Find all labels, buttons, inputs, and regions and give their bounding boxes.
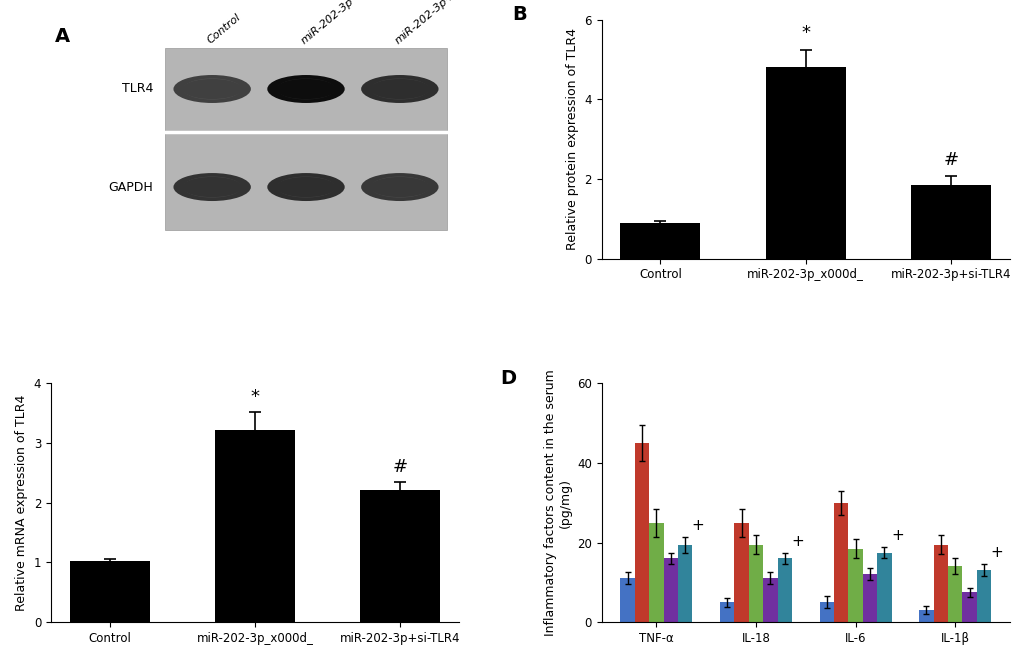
Text: TLR4: TLR4 (121, 83, 153, 96)
Bar (360, 489, 440, 622)
Ellipse shape (183, 79, 240, 100)
Bar (932, 544, 947, 622)
Y-axis label: Relative protein expression of TLR4: Relative protein expression of TLR4 (566, 28, 579, 250)
Text: A: A (55, 27, 70, 46)
Bar (947, 567, 962, 622)
Bar (765, 67, 845, 259)
Bar (719, 603, 734, 622)
Bar (69, 561, 150, 622)
Ellipse shape (173, 75, 251, 103)
Ellipse shape (201, 84, 223, 93)
Text: Control: Control (206, 12, 243, 46)
Ellipse shape (370, 177, 429, 197)
Bar (962, 592, 976, 622)
Ellipse shape (294, 84, 317, 93)
Text: GAPDH: GAPDH (108, 181, 153, 193)
Ellipse shape (371, 79, 428, 100)
Ellipse shape (388, 84, 411, 93)
Ellipse shape (361, 75, 438, 103)
Bar (215, 430, 294, 622)
Text: *: * (251, 388, 259, 406)
Text: +: + (691, 517, 704, 533)
Bar (165, 48, 446, 230)
Bar (748, 544, 762, 622)
Bar (620, 223, 700, 259)
Ellipse shape (361, 173, 438, 201)
Bar (620, 578, 634, 622)
Bar (910, 185, 990, 259)
Ellipse shape (277, 79, 334, 100)
Bar (776, 559, 791, 622)
Bar (918, 610, 932, 622)
Bar (976, 571, 990, 622)
Bar (862, 574, 876, 622)
Ellipse shape (380, 180, 419, 194)
Bar (678, 544, 692, 622)
Ellipse shape (388, 183, 411, 191)
Ellipse shape (201, 183, 223, 191)
Text: #: # (943, 151, 958, 169)
Ellipse shape (276, 79, 335, 99)
Ellipse shape (193, 180, 231, 194)
Text: miR-202-3p+si-TLR4: miR-202-3p+si-TLR4 (393, 0, 487, 46)
Ellipse shape (173, 173, 251, 201)
Bar (663, 559, 678, 622)
Bar (876, 553, 891, 622)
Ellipse shape (182, 177, 242, 197)
Ellipse shape (370, 79, 429, 99)
Ellipse shape (286, 82, 325, 96)
Text: +: + (989, 546, 1003, 561)
Ellipse shape (182, 79, 242, 99)
Ellipse shape (294, 183, 317, 191)
Ellipse shape (277, 177, 334, 198)
Ellipse shape (276, 177, 335, 197)
Text: D: D (499, 369, 516, 388)
Bar (634, 443, 648, 622)
Text: B: B (512, 5, 526, 24)
Bar (819, 603, 834, 622)
Ellipse shape (267, 173, 344, 201)
Ellipse shape (183, 177, 240, 198)
Ellipse shape (286, 180, 325, 194)
Text: miR-202-3p: miR-202-3p (300, 0, 356, 46)
Bar (762, 578, 776, 622)
Bar (734, 523, 748, 622)
Bar (648, 523, 663, 622)
Ellipse shape (380, 82, 419, 96)
Ellipse shape (267, 75, 344, 103)
Text: #: # (392, 458, 408, 476)
Ellipse shape (371, 177, 428, 198)
Bar (834, 502, 848, 622)
Ellipse shape (193, 82, 231, 96)
Y-axis label: Inflammatory factors content in the serum
(pg/mg): Inflammatory factors content in the seru… (543, 369, 571, 636)
Text: +: + (791, 534, 803, 548)
Text: *: * (801, 24, 809, 43)
Bar (848, 548, 862, 622)
Y-axis label: Relative mRNA expression of TLR4: Relative mRNA expression of TLR4 (15, 394, 29, 611)
Text: +: + (891, 527, 903, 542)
